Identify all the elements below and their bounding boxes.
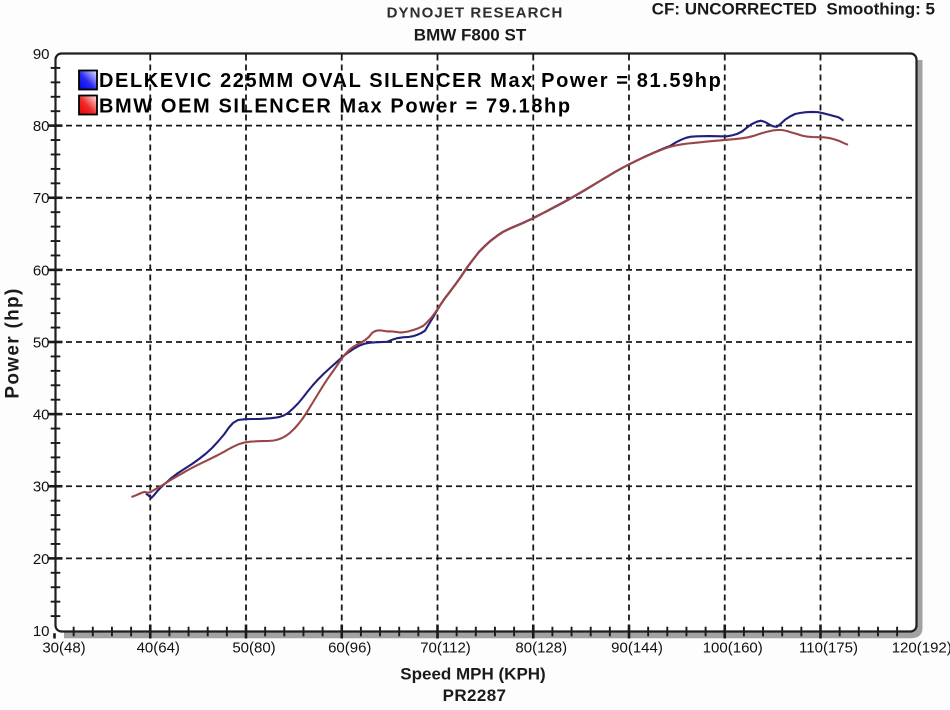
svg-text:Power (hp): Power (hp) — [3, 287, 24, 398]
svg-text:PR2287: PR2287 — [443, 686, 507, 705]
svg-text:70(112): 70(112) — [420, 639, 471, 656]
svg-text:100(160): 100(160) — [703, 639, 763, 656]
svg-text:80(128): 80(128) — [515, 639, 567, 656]
svg-text:50(80): 50(80) — [232, 639, 275, 656]
svg-text:20: 20 — [33, 551, 50, 568]
svg-text:30: 30 — [33, 479, 50, 496]
svg-text:BMW OEM SILENCER Max Power = 7: BMW OEM SILENCER Max Power = 79.18hp — [99, 96, 572, 118]
svg-text:Speed MPH (KPH): Speed MPH (KPH) — [400, 665, 545, 684]
svg-text:CF: UNCORRECTED Smoothing: 5: CF: UNCORRECTED Smoothing: 5 — [652, 0, 935, 19]
svg-text:30(48): 30(48) — [42, 639, 85, 656]
svg-text:40: 40 — [33, 407, 50, 424]
svg-text:50: 50 — [33, 334, 50, 351]
svg-text:60(96): 60(96) — [328, 639, 371, 656]
svg-text:70: 70 — [33, 190, 50, 207]
svg-text:90: 90 — [33, 46, 50, 63]
svg-text:40(64): 40(64) — [137, 639, 180, 656]
svg-text:80: 80 — [33, 118, 50, 135]
svg-text:DYNOJET RESEARCH: DYNOJET RESEARCH — [387, 5, 564, 22]
svg-text:DELKEVIC 225MM OVAL SILENCER M: DELKEVIC 225MM OVAL SILENCER Max Power =… — [99, 70, 722, 92]
svg-text:10: 10 — [33, 623, 50, 640]
svg-text:110(175): 110(175) — [799, 639, 858, 656]
svg-text:BMW F800 ST: BMW F800 ST — [414, 26, 527, 45]
svg-text:60: 60 — [33, 262, 50, 279]
svg-text:120(192): 120(192) — [892, 639, 950, 656]
svg-text:90(144): 90(144) — [611, 639, 663, 656]
